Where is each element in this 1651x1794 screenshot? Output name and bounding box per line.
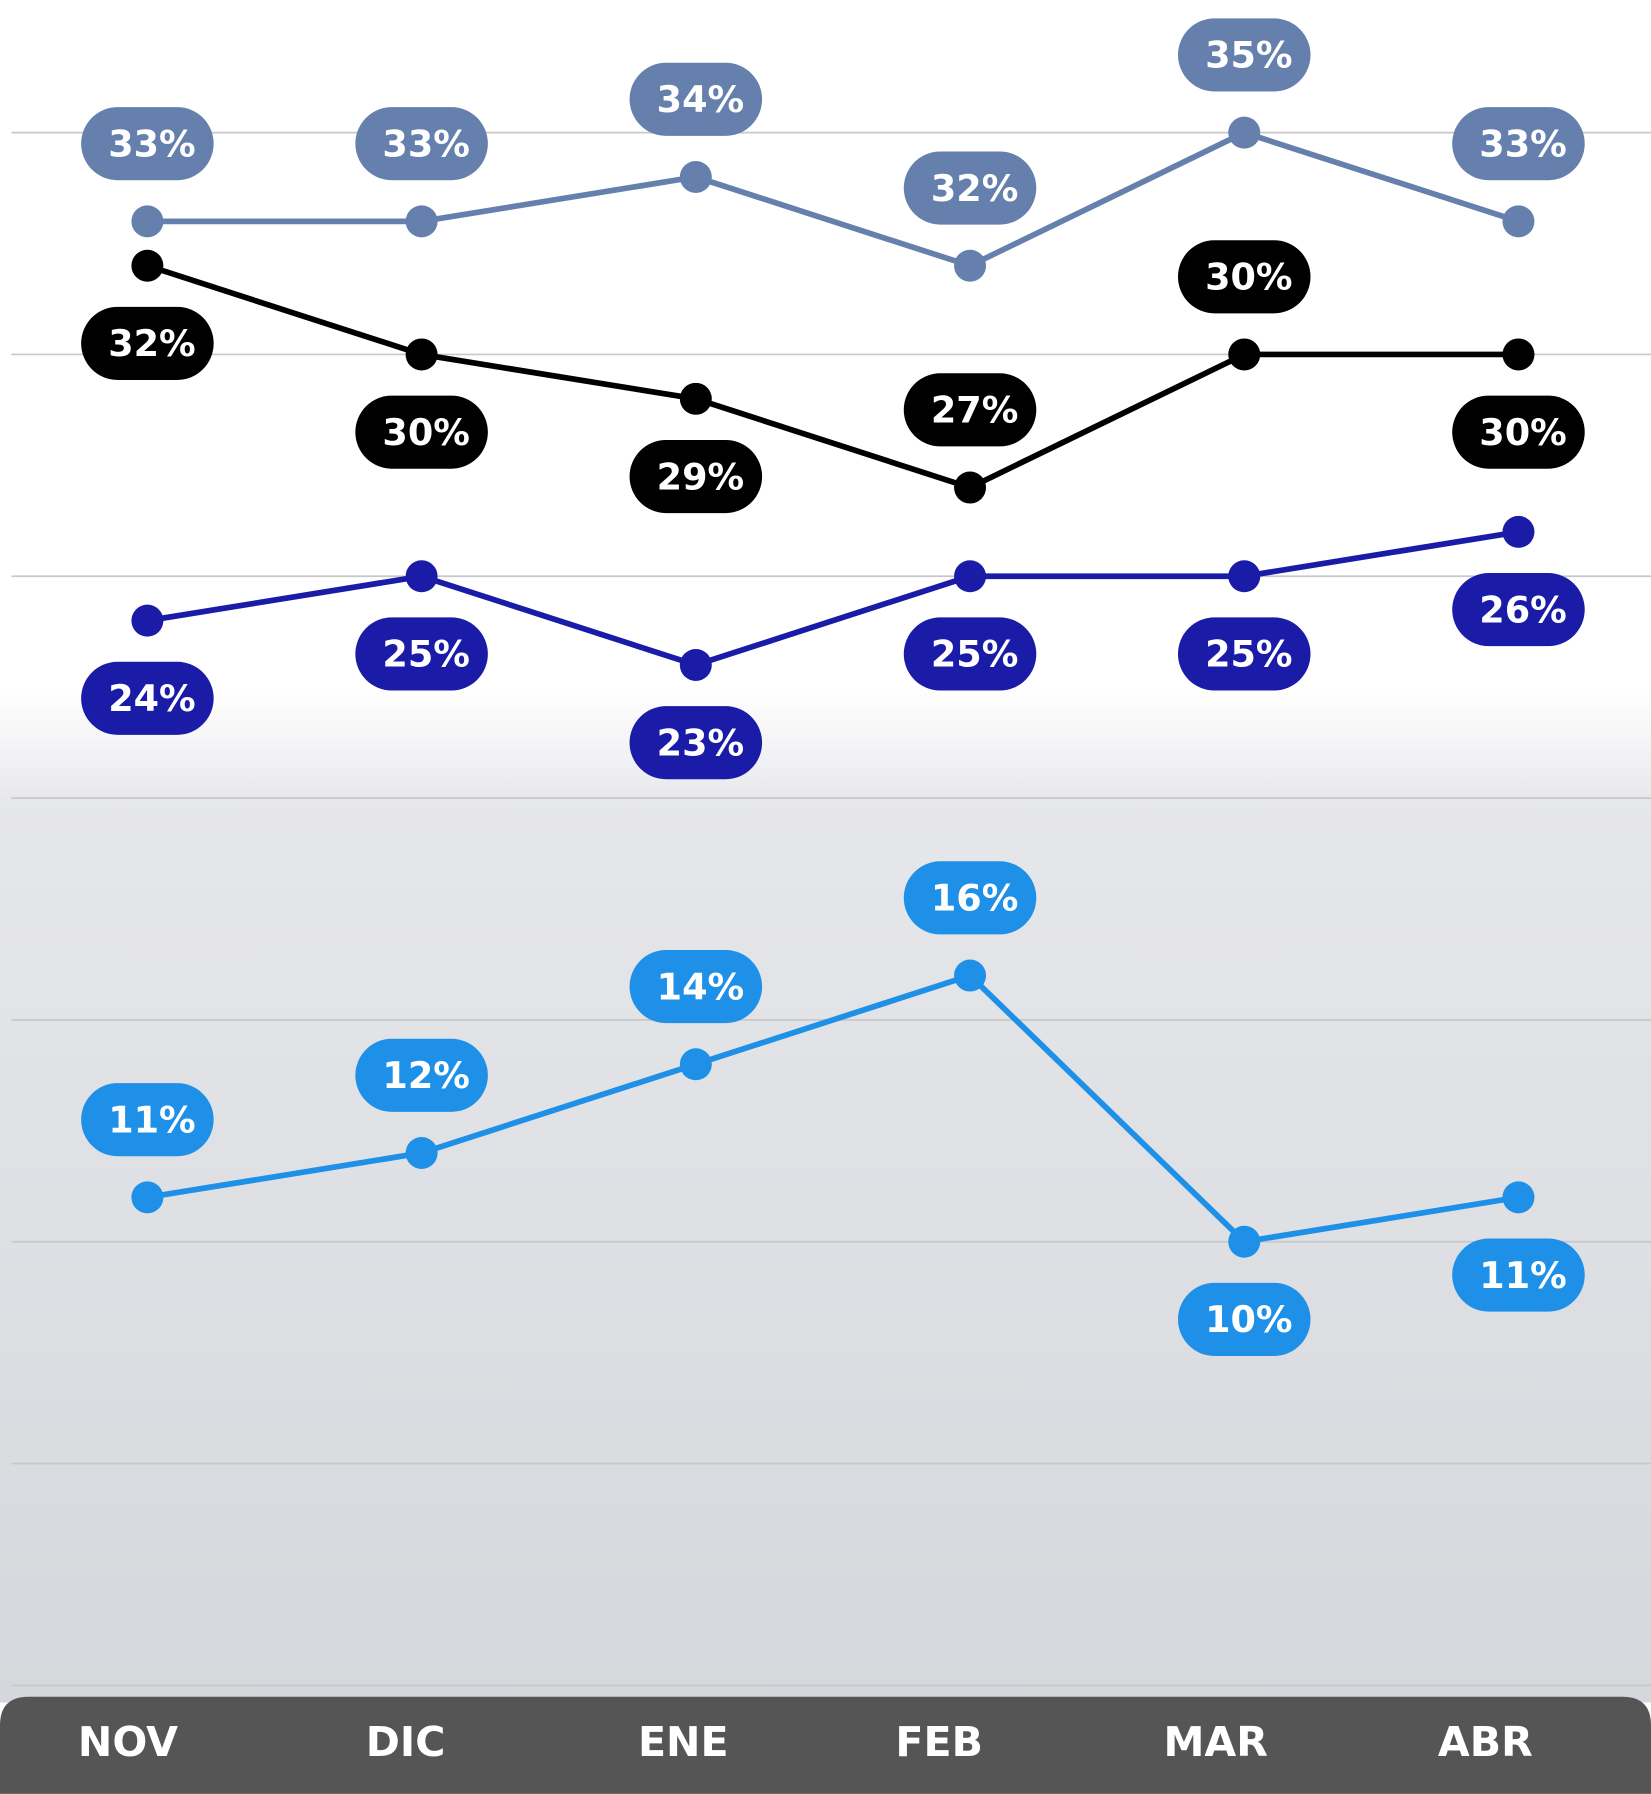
data-point xyxy=(405,205,438,238)
x-tick-label: NOV xyxy=(78,1718,178,1766)
label-pill xyxy=(903,373,1037,447)
label-pill xyxy=(1177,617,1311,691)
label-pill xyxy=(81,1083,214,1157)
data-point xyxy=(131,604,164,637)
data-point xyxy=(405,338,438,371)
label-pill xyxy=(903,151,1037,225)
label-pill xyxy=(903,861,1037,935)
data-point xyxy=(131,249,164,282)
data-point xyxy=(954,959,987,992)
data-label: 10% xyxy=(1205,1298,1292,1341)
data-point xyxy=(679,1048,712,1081)
data-label: 33% xyxy=(108,122,195,165)
data-point xyxy=(1502,515,1535,548)
data-label: 11% xyxy=(1479,1254,1566,1297)
data-label: 30% xyxy=(1205,256,1292,299)
x-tick-label: ABR xyxy=(1438,1718,1533,1766)
data-label: 33% xyxy=(1479,122,1566,165)
label-pill xyxy=(355,617,488,691)
label-pill xyxy=(1177,240,1311,314)
data-label: 11% xyxy=(108,1098,195,1141)
data-label: 12% xyxy=(382,1054,469,1097)
label-pill xyxy=(81,661,214,735)
data-point xyxy=(131,1181,164,1214)
data-point xyxy=(405,1137,438,1169)
data-label: 35% xyxy=(1205,34,1292,77)
data-point xyxy=(131,205,164,238)
data-label: 23% xyxy=(657,721,744,764)
data-label: 30% xyxy=(382,411,469,454)
data-label: 33% xyxy=(382,122,469,165)
label-pill xyxy=(81,306,214,380)
data-point xyxy=(1228,338,1261,371)
label-pill xyxy=(629,706,763,780)
data-label: 27% xyxy=(931,389,1018,432)
series-line xyxy=(146,263,1519,491)
data-label: 30% xyxy=(1479,411,1566,454)
data-point xyxy=(954,249,987,282)
x-tick-label: ENE xyxy=(638,1718,729,1766)
label-pill xyxy=(1177,18,1311,92)
data-point xyxy=(405,560,438,593)
series-line xyxy=(146,529,1519,668)
data-point xyxy=(1502,205,1535,238)
data-point xyxy=(1502,1181,1535,1214)
label-pill xyxy=(629,62,763,136)
label-pill xyxy=(355,107,488,181)
label-pill xyxy=(1452,107,1585,181)
x-axis-bar xyxy=(0,1696,1651,1794)
data-point xyxy=(1228,560,1261,593)
series-line xyxy=(146,972,1519,1245)
data-label: 25% xyxy=(931,633,1018,676)
label-pill xyxy=(903,617,1037,691)
label-pill xyxy=(1452,1238,1585,1312)
grid xyxy=(11,131,1651,1687)
data-label: 29% xyxy=(657,455,744,498)
data-label: 16% xyxy=(931,877,1018,920)
data-label: 24% xyxy=(108,677,195,720)
data-point xyxy=(954,560,987,593)
background-photo xyxy=(0,685,1651,1703)
data-label: 14% xyxy=(657,965,744,1008)
data-point xyxy=(679,382,712,415)
plot: NOV DIC ENE FEB MAR ABR 33% 33% 34% 32% 35% 33% 32% 3… xyxy=(78,18,1585,1766)
data-label: 32% xyxy=(108,322,195,365)
data-label: 25% xyxy=(1205,633,1292,676)
label-pill xyxy=(1452,395,1585,469)
label-pill xyxy=(629,439,763,514)
series-line xyxy=(147,129,1520,269)
x-tick-label: FEB xyxy=(895,1718,983,1766)
data-label: 32% xyxy=(931,167,1018,210)
data-point xyxy=(954,471,987,504)
label-pill xyxy=(1452,573,1585,647)
data-point xyxy=(679,648,712,681)
label-pill xyxy=(355,395,488,469)
data-label: 25% xyxy=(382,633,469,676)
x-tick-label: DIC xyxy=(366,1718,446,1766)
data-label: 26% xyxy=(1479,588,1566,631)
data-point xyxy=(1228,116,1261,149)
data-point xyxy=(1228,1225,1261,1258)
label-pill xyxy=(355,1038,488,1112)
data-label: 34% xyxy=(657,78,744,121)
data-point xyxy=(679,160,712,193)
label-pill xyxy=(1177,1282,1311,1356)
label-pill xyxy=(81,107,214,181)
label-pill xyxy=(629,950,763,1024)
data-point xyxy=(1502,338,1535,371)
x-tick-label: MAR xyxy=(1163,1718,1267,1766)
